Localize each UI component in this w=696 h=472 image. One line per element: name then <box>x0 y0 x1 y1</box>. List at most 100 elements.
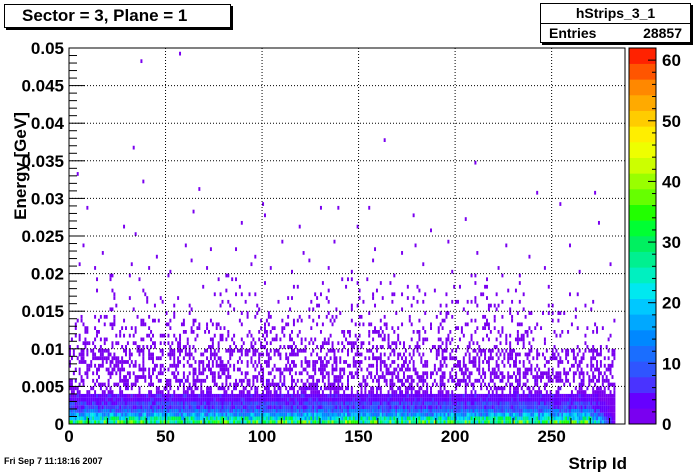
heatmap-cell <box>472 397 475 402</box>
heatmap-cell <box>497 412 500 417</box>
heatmap-cell <box>316 345 319 349</box>
heatmap-cell <box>559 386 562 391</box>
heatmap-cell <box>352 356 355 361</box>
heatmap-cell <box>165 412 168 417</box>
heatmap-cell <box>528 420 531 425</box>
heatmap-cell <box>594 367 597 372</box>
heatmap-cell <box>451 348 454 353</box>
heatmap-cell <box>302 412 305 417</box>
heatmap-cell <box>206 393 209 398</box>
heatmap-cell <box>115 356 118 361</box>
heatmap-cell <box>271 416 274 421</box>
heatmap-cell <box>404 386 407 391</box>
heatmap-cell <box>422 371 425 376</box>
heatmap-cell <box>117 393 120 398</box>
heatmap-cell <box>505 412 508 417</box>
heatmap-cell <box>578 408 581 413</box>
heatmap-cell <box>540 378 543 383</box>
heatmap-cell <box>136 401 139 406</box>
heatmap-cell <box>198 401 201 406</box>
heatmap-cell <box>368 397 371 402</box>
heatmap-cell <box>152 393 154 398</box>
heatmap-cell <box>441 401 444 406</box>
heatmap-cell <box>227 348 230 353</box>
heatmap-cell <box>362 412 365 417</box>
heatmap-cell <box>208 390 210 394</box>
heatmap-cell <box>217 341 220 346</box>
heatmap-cell <box>283 326 286 330</box>
heatmap-cell <box>113 322 116 327</box>
heatmap-cell <box>188 356 191 361</box>
heatmap-cell <box>395 311 398 315</box>
heatmap-cell <box>358 333 361 338</box>
heatmap-cell <box>341 401 344 406</box>
heatmap-cell <box>609 367 612 372</box>
heatmap-cell <box>470 401 473 406</box>
heatmap-cell <box>111 326 114 330</box>
heatmap-cell <box>399 378 402 383</box>
heatmap-cell <box>578 401 581 406</box>
heatmap-cell <box>113 314 116 319</box>
heatmap-cell <box>372 420 375 425</box>
heatmap-cell <box>233 307 236 312</box>
heatmap-cell <box>431 401 434 406</box>
heatmap-cell <box>277 420 280 425</box>
heatmap-cell <box>395 341 398 346</box>
heatmap-cell <box>514 420 517 425</box>
heatmap-cell <box>153 303 156 308</box>
heatmap-cell <box>169 269 172 274</box>
heatmap-cell <box>563 311 566 315</box>
heatmap-cell <box>289 371 292 376</box>
heatmap-cell <box>601 326 604 330</box>
heatmap-cell <box>213 412 216 417</box>
heatmap-cell <box>437 412 440 417</box>
heatmap-cell <box>528 393 531 398</box>
heatmap-cell <box>115 360 118 364</box>
heatmap-cell <box>242 393 245 398</box>
heatmap-cell <box>335 416 338 421</box>
heatmap-cell <box>161 352 164 357</box>
heatmap-cell <box>489 412 492 417</box>
heatmap-cell <box>96 378 99 383</box>
heatmap-cell <box>381 397 384 402</box>
heatmap-cell <box>499 405 502 410</box>
heatmap-cell <box>478 412 481 417</box>
heatmap-cell <box>113 352 116 357</box>
heatmap-cell <box>563 416 566 421</box>
heatmap-cell <box>553 420 556 425</box>
heatmap-cell <box>439 382 442 387</box>
heatmap-cell <box>107 408 110 413</box>
heatmap-cell <box>402 405 405 410</box>
heatmap-cell <box>503 420 506 425</box>
heatmap-cell <box>238 348 241 353</box>
heatmap-cell <box>190 326 193 330</box>
heatmap-cell <box>404 390 407 394</box>
heatmap-cell <box>115 401 118 406</box>
heatmap-cell <box>271 367 274 372</box>
heatmap-cell <box>393 401 396 406</box>
heatmap-cell <box>576 416 579 421</box>
heatmap-cell <box>422 412 425 417</box>
heatmap-cell <box>569 405 571 410</box>
heatmap-cell <box>424 390 427 394</box>
heatmap-cell <box>101 356 104 361</box>
heatmap-cell <box>385 363 388 368</box>
heatmap-cell <box>304 405 307 410</box>
heatmap-cell <box>472 363 475 368</box>
heatmap-cell <box>130 408 133 413</box>
heatmap-cell <box>194 405 197 410</box>
heatmap-cell <box>263 322 266 327</box>
heatmap-cell <box>173 390 176 394</box>
heatmap-cell <box>486 284 488 289</box>
heatmap-cell <box>348 412 351 417</box>
heatmap-cell <box>358 360 361 364</box>
heatmap-cell <box>460 405 463 410</box>
heatmap-cell <box>94 393 97 398</box>
heatmap-cell <box>294 408 297 413</box>
heatmap-cell <box>545 393 548 398</box>
palette-segment <box>629 173 656 190</box>
heatmap-cell <box>476 251 479 255</box>
heatmap-cell <box>289 405 292 410</box>
heatmap-cell <box>457 420 460 425</box>
heatmap-cell <box>142 288 145 293</box>
